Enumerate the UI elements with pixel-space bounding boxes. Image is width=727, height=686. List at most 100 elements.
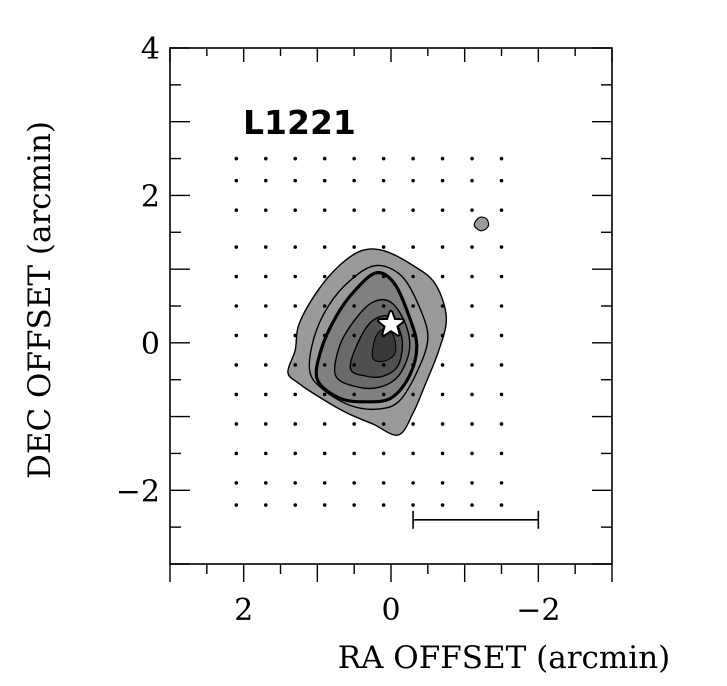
- grid-point: [381, 422, 386, 426]
- overlay-layer: [377, 309, 540, 529]
- grid-point: [322, 245, 327, 249]
- grid-point: [293, 363, 298, 367]
- grid-point: [352, 274, 356, 279]
- grid-point: [499, 422, 504, 426]
- grid-point: [293, 422, 298, 426]
- grid-point: [293, 208, 298, 212]
- grid-point: [263, 208, 268, 212]
- grid-point: [234, 245, 239, 249]
- grid-point: [470, 363, 474, 367]
- grid-point: [381, 178, 386, 183]
- grid-point: [293, 156, 298, 161]
- grid-point: [470, 333, 474, 338]
- grid-point: [234, 363, 239, 367]
- grid-point: [411, 156, 415, 161]
- grid-point: [411, 245, 415, 249]
- grid-point: [263, 156, 268, 161]
- grid-point: [411, 422, 415, 426]
- grid-point: [293, 392, 298, 397]
- grid-point: [322, 481, 327, 485]
- grid-point: [470, 274, 474, 279]
- grid-point: [440, 481, 445, 485]
- grid-point: [440, 274, 445, 279]
- grid-point: [440, 363, 445, 367]
- grid-point: [381, 451, 386, 456]
- grid-point: [322, 451, 327, 456]
- grid-point: [411, 392, 415, 397]
- grid-point: [322, 503, 327, 507]
- grid-point: [322, 333, 327, 338]
- grid-point: [322, 363, 327, 367]
- grid-point: [263, 392, 268, 397]
- x-axis-label: RA OFFSET (arcmin): [338, 640, 671, 676]
- grid-point: [499, 503, 504, 507]
- grid-point: [499, 363, 504, 367]
- grid-point: [352, 245, 356, 249]
- grid-point: [293, 451, 298, 456]
- grid-point: [411, 274, 415, 279]
- grid-point: [381, 304, 386, 308]
- grid-point: [411, 363, 415, 367]
- y-tick-label: 0: [141, 327, 160, 362]
- grid-point: [440, 503, 445, 507]
- y-tick-label: −2: [116, 474, 160, 509]
- grid-point: [381, 481, 386, 485]
- grid-point: [352, 156, 356, 161]
- grid-point: [263, 422, 268, 426]
- grid-point: [381, 208, 386, 212]
- axes-frame: 2 0 −2 4 2 0 −2: [116, 32, 613, 628]
- grid-point: [263, 178, 268, 183]
- grid-point: [499, 208, 504, 212]
- grid-point: [263, 274, 268, 279]
- y-tick-label: 2: [141, 179, 160, 214]
- grid-point: [352, 503, 356, 507]
- star-marker: [379, 311, 403, 335]
- grid-point: [352, 481, 356, 485]
- grid-point: [411, 481, 415, 485]
- contour-level-6-5: [371, 327, 397, 363]
- grid-point: [440, 245, 445, 249]
- grid-point: [234, 178, 239, 183]
- grid-point: [234, 451, 239, 456]
- grid-point: [440, 451, 445, 456]
- grid-point: [234, 503, 239, 507]
- grid-point: [470, 451, 474, 456]
- grid-point: [411, 304, 415, 308]
- x-tick-label: 2: [234, 593, 253, 628]
- grid-point: [499, 392, 504, 397]
- grid-point: [234, 422, 239, 426]
- grid-point: [234, 481, 239, 485]
- grid-point: [293, 245, 298, 249]
- grid-point: [470, 503, 474, 507]
- grid-point: [411, 333, 415, 338]
- grid-point: [440, 208, 445, 212]
- grid-point: [352, 392, 356, 397]
- grid-point: [293, 304, 298, 308]
- grid-point: [440, 156, 445, 161]
- grid-point: [234, 392, 239, 397]
- grid-point: [263, 304, 268, 308]
- grid-point: [352, 333, 356, 338]
- grid-point: [293, 178, 298, 183]
- grid-point: [499, 156, 504, 161]
- grid-point: [499, 333, 504, 338]
- grid-point: [263, 451, 268, 456]
- grid-point: [440, 392, 445, 397]
- grid-point: [352, 363, 356, 367]
- grid-point: [499, 451, 504, 456]
- y-axis-label: DEC OFFSET (arcmin): [22, 121, 58, 479]
- grid-point: [263, 245, 268, 249]
- grid-point: [470, 392, 474, 397]
- grid-point: [499, 481, 504, 485]
- grid-point: [293, 333, 298, 338]
- grid-point: [411, 503, 415, 507]
- grid-point: [499, 178, 504, 183]
- grid-point: [322, 156, 327, 161]
- grid-point: [470, 178, 474, 183]
- grid-point: [352, 208, 356, 212]
- contour-level-1-6: [473, 216, 490, 232]
- grid-point: [263, 503, 268, 507]
- grid-point: [470, 304, 474, 308]
- grid-point: [411, 208, 415, 212]
